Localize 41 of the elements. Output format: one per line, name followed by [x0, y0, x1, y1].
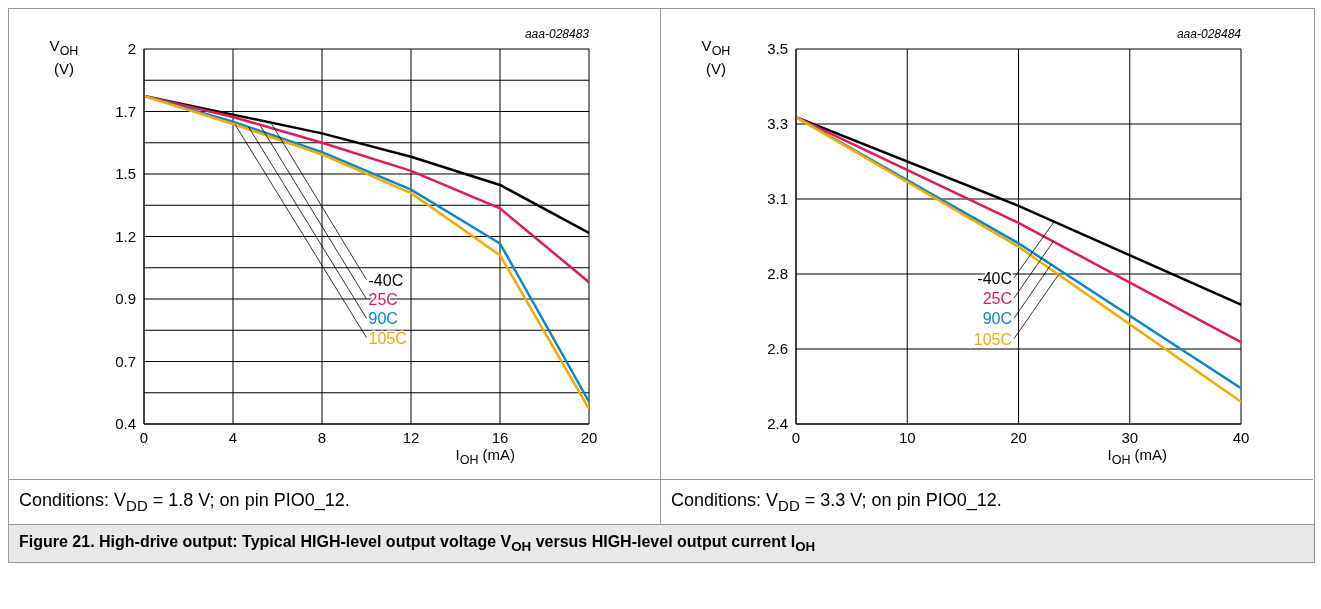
text: -40C: [368, 271, 404, 289]
y-tick-label: 0.4: [115, 415, 136, 433]
text: 90C: [982, 310, 1013, 328]
y-tick-label: 2.8: [767, 265, 788, 283]
x-tick-label: 0: [791, 428, 801, 446]
x-tick-label: 12: [402, 428, 420, 446]
y-tick-label: 3.1: [767, 190, 788, 208]
text: Conditions: V$_{DD}$ = 3.3 V; on pin PIO0_12.: [671, 490, 1002, 514]
x-tick-label: 20: [1010, 428, 1027, 446]
y-tick-label: 0.9: [115, 290, 136, 308]
text: Conditions: V$_{DD}$ = 1.8 V; on pin PIO0_12.: [19, 490, 350, 514]
text: -40C: [977, 269, 1013, 287]
x-tick-label: 4: [228, 428, 238, 446]
y-tick-label: 3.5: [767, 40, 788, 58]
y-tick-label: 0.7: [115, 352, 136, 370]
y-tick-label: 2.6: [767, 340, 788, 358]
x-tick-label: 0: [139, 428, 149, 446]
x-tick-label: 10: [898, 428, 916, 446]
y-tick-label: 2.4: [767, 415, 788, 433]
y-axis-title: V$_{OH}$ (V): [701, 37, 731, 77]
text: 90C: [368, 310, 398, 328]
y-tick-label: 1.7: [115, 102, 136, 120]
x-axis-title: I$_{OH}$ (mA): [455, 446, 516, 467]
y-tick-label: 2: [127, 40, 136, 58]
text: aaa-028483: [524, 27, 589, 41]
caption: Figure 21. High-drive output: Typical HIGH-level output voltage V$_{OH}$ versus HIGH-level output current I$_{OH}$: [19, 532, 816, 554]
y-tick-label: 1.5: [115, 165, 136, 183]
text: 105C: [973, 330, 1013, 348]
x-tick-label: 16: [491, 428, 509, 446]
y-tick-label: 3.3: [767, 115, 788, 133]
x-axis-title: I$_{OH}$ (mA): [1107, 446, 1168, 467]
text: 25C: [982, 290, 1013, 308]
y-axis-title: V$_{OH}$ (V): [49, 37, 79, 77]
text: 25C: [368, 291, 398, 309]
text: 105C: [368, 329, 407, 347]
x-tick-label: 40: [1232, 428, 1250, 446]
x-tick-label: 20: [580, 428, 598, 446]
x-tick-label: 30: [1121, 428, 1139, 446]
text: aaa-028484: [1176, 27, 1241, 41]
y-tick-label: 1.2: [115, 227, 136, 245]
x-tick-label: 8: [317, 428, 327, 446]
